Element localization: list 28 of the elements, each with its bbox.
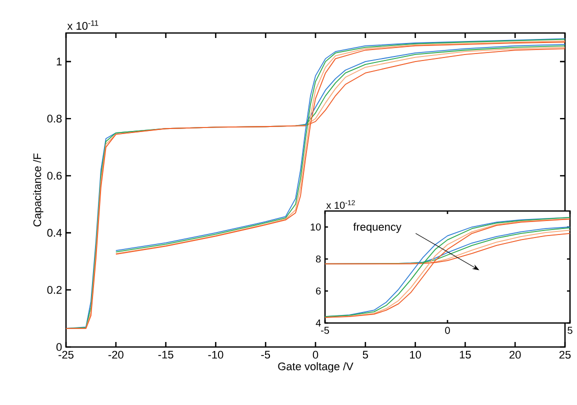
y-tick-label: 8 [316,255,321,263]
y-tick-label: 0.8 [47,114,62,123]
y-tick-label: 4 [316,320,321,326]
x-tick-label: 10 [410,350,421,359]
text: x 10$^{-11}$ [67,20,98,30]
x-tick-label: 0 [445,326,450,334]
x-tick-label: 5 [362,350,368,359]
x-axis-title: Gate voltage /V [278,362,354,372]
x-tick-label: 5 [568,326,572,334]
x-tick-label: -5 [321,326,330,334]
y-tick-label: 6 [316,287,321,295]
x-tick-label: 20 [510,350,521,359]
y-tick-label: 0.6 [47,172,62,180]
annotation: x 10$^{-12}$ [326,200,355,209]
x-tick-label: -10 [208,350,224,359]
y-tick-label: 10 [310,223,321,231]
x-tick-label: -5 [261,350,270,359]
x-tick-label: 15 [460,350,471,359]
x-tick-label: -15 [158,350,174,359]
y-tick-label: 0.4 [47,228,62,237]
x-tick-label: -20 [108,350,124,359]
x-tick-label: -25 [58,350,74,359]
y-tick-label: 1 [56,58,62,66]
x-tick-label: 25 [559,350,571,359]
y-tick-label: 0 [56,343,62,351]
y-tick-label: 0.2 [47,286,62,294]
y-axis-title: Capacitance /F [33,153,44,226]
annotation: frequency [353,222,402,233]
